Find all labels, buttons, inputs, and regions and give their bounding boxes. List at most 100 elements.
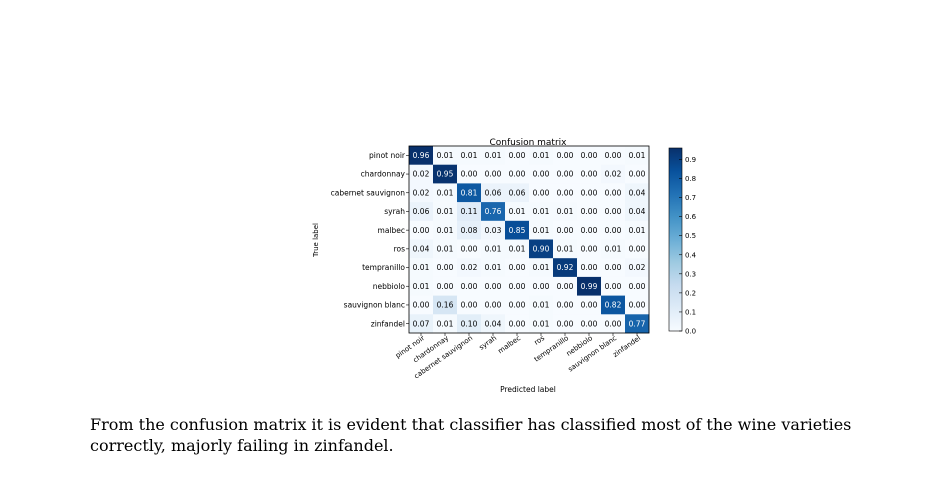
heatmap-cell	[577, 202, 602, 222]
heatmap-cell	[577, 183, 602, 203]
heatmap-cell	[625, 258, 650, 278]
cell-value-label: 0.00	[629, 170, 646, 179]
heatmap-cell	[505, 258, 530, 278]
cell-value-label: 0.00	[581, 263, 598, 272]
heatmap-cell	[553, 314, 578, 334]
heatmap-cell	[409, 164, 434, 184]
cell-value-label: 0.00	[509, 170, 526, 179]
cell-value-label: 0.01	[605, 244, 622, 253]
heatmap-cell	[577, 258, 602, 278]
heatmap-cell	[529, 239, 554, 259]
heatmap-cell	[433, 183, 458, 203]
cell-value-label: 0.00	[629, 282, 646, 291]
heatmap-cell	[457, 164, 482, 184]
heatmap-cell	[481, 276, 506, 296]
heatmap-cell	[457, 258, 482, 278]
heatmap-cell	[433, 239, 458, 259]
cell-value-label: 0.00	[581, 151, 598, 160]
heatmap-cell	[505, 295, 530, 315]
cell-value-label: 0.06	[413, 207, 430, 216]
heatmap-cell	[457, 276, 482, 296]
heatmap-cell	[553, 295, 578, 315]
heatmap-cell	[625, 183, 650, 203]
cell-value-label: 0.01	[533, 319, 550, 328]
cell-value-label: 0.08	[461, 226, 478, 235]
cell-value-label: 0.07	[413, 319, 430, 328]
heatmap-cell	[529, 295, 554, 315]
cell-value-label: 0.01	[437, 207, 454, 216]
row-tick-label: tempranillo	[362, 263, 405, 272]
heatmap-cell	[601, 276, 626, 296]
heatmap-cell	[625, 146, 650, 165]
cell-value-label: 0.00	[557, 319, 574, 328]
cell-value-label: 0.02	[629, 263, 646, 272]
heatmap-cell	[433, 220, 458, 240]
cell-value-label: 0.01	[533, 226, 550, 235]
cell-value-label: 0.00	[581, 188, 598, 197]
heatmap-cell	[505, 276, 530, 296]
heatmap-cell	[457, 239, 482, 259]
x-axis-label: Predicted label	[500, 385, 556, 394]
cell-value-label: 0.00	[413, 226, 430, 235]
row-labels: pinot noir chardonnay cabernet sauvignon sy…	[331, 151, 409, 328]
heatmap-cell	[481, 164, 506, 184]
colorbar-tick-label: 0.5	[685, 232, 696, 240]
cell-value-label: 0.01	[533, 207, 550, 216]
row-tick-label: chardonnay	[361, 170, 406, 179]
cell-value-label: 0.01	[437, 244, 454, 253]
cell-value-label: 0.00	[581, 207, 598, 216]
heatmap-cell	[505, 146, 530, 165]
cell-value-label: 0.00	[509, 263, 526, 272]
heatmap-cell	[577, 239, 602, 259]
cell-value-label: 0.00	[605, 188, 622, 197]
heatmap-cell	[553, 220, 578, 240]
heatmap-cell	[625, 314, 650, 334]
row-tick-label: ros	[394, 244, 406, 253]
colorbar-tick-label: 0.6	[685, 213, 697, 221]
cell-value-label: 0.00	[533, 282, 550, 291]
cell-value-label: 0.00	[557, 282, 574, 291]
cell-value-label: 0.04	[485, 319, 502, 328]
cell-value-label: 0.04	[629, 188, 646, 197]
heatmap-cell	[433, 164, 458, 184]
heatmap-cell	[457, 183, 482, 203]
colorbar-tick-label: 0.4	[685, 251, 697, 259]
cell-value-label: 0.77	[629, 319, 646, 328]
caption: From the confusion matrix it is evident …	[90, 415, 852, 455]
cell-value-label: 0.00	[437, 282, 454, 291]
cell-value-label: 0.16	[437, 301, 454, 310]
cell-value-label: 0.01	[437, 151, 454, 160]
cell-value-label: 0.95	[437, 170, 454, 179]
cell-value-label: 0.00	[605, 319, 622, 328]
heatmap-cell	[601, 314, 626, 334]
heatmap-cell	[505, 220, 530, 240]
cell-value-label: 0.04	[413, 244, 430, 253]
colorbar-tick-label: 0.9	[685, 156, 696, 164]
heatmap-cell	[577, 276, 602, 296]
row-tick-label: nebbiolo	[373, 282, 406, 291]
row-tick-label: pinot noir	[369, 151, 406, 160]
cell-value-label: 0.00	[461, 282, 478, 291]
colorbar	[668, 147, 683, 332]
heatmap-cell	[481, 183, 506, 203]
heatmap-cell	[577, 295, 602, 315]
cell-value-label: 0.00	[557, 151, 574, 160]
cell-value-label: 0.01	[557, 244, 574, 253]
cell-value-label: 0.00	[581, 301, 598, 310]
heatmap-cell	[433, 146, 458, 165]
y-axis-label: True label	[312, 223, 320, 258]
cell-value-label: 0.01	[437, 226, 454, 235]
cell-value-label: 0.00	[485, 301, 502, 310]
heatmap-cell	[577, 220, 602, 240]
heatmap-cell	[553, 239, 578, 259]
cell-value-label: 0.00	[581, 226, 598, 235]
heatmap-cell	[481, 220, 506, 240]
heatmap-cell	[601, 164, 626, 184]
heatmap-cell	[457, 146, 482, 165]
cell-value-label: 0.01	[533, 263, 550, 272]
heatmap-cell	[529, 314, 554, 334]
cell-value-label: 0.00	[557, 226, 574, 235]
cell-value-label: 0.01	[413, 282, 430, 291]
heatmap-cell	[601, 146, 626, 165]
heatmap-cells: 0.96 0.01 0.01 0.01 0.00 0.01 0.00 0.00 0.00 0.01…	[409, 146, 650, 334]
